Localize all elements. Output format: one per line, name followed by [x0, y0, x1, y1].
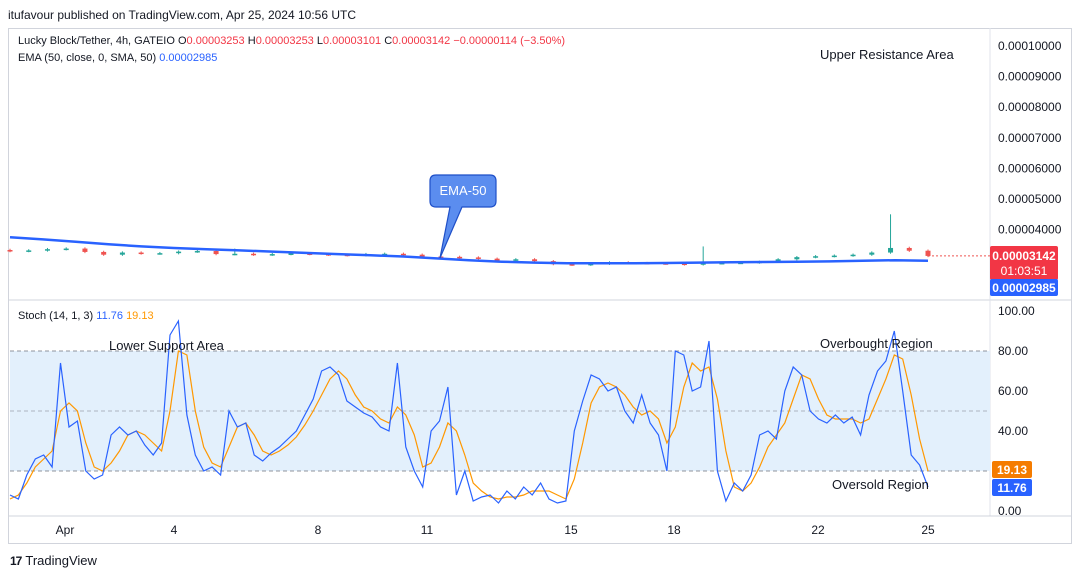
countdown-badge-text: 01:03:51 — [1001, 264, 1048, 278]
low-label: L — [316, 35, 323, 47]
chart-frame — [8, 28, 1072, 544]
candle-body — [400, 253, 406, 256]
time-tick-label: 25 — [921, 523, 935, 537]
candle-body — [382, 253, 388, 256]
lower-support-label: Lower Support Area — [109, 338, 225, 353]
ema-label[interactable]: EMA (50, close, 0, SMA, 50) — [18, 52, 157, 64]
candle-body — [850, 254, 856, 257]
stoch-tick-label: 100.00 — [998, 304, 1035, 318]
candle-body — [101, 251, 107, 255]
stoch-label[interactable]: Stoch (14, 1, 3) — [18, 310, 94, 322]
candle-body — [513, 259, 519, 261]
stoch-d-value: 19.13 — [126, 310, 154, 322]
candle-body — [831, 255, 837, 258]
candle-body — [138, 252, 144, 255]
candle-body — [869, 252, 875, 255]
stoch-k-badge-text: 11.76 — [997, 481, 1027, 495]
oversold-label: Oversold Region — [832, 477, 929, 492]
candle-body — [569, 264, 575, 266]
candle-body — [681, 263, 687, 266]
stoch-tick-label: 40.00 — [998, 424, 1028, 438]
candle-body — [157, 253, 163, 255]
candle-body — [906, 247, 912, 251]
overbought-label: Overbought Region — [820, 336, 933, 351]
stoch-k-line — [9, 319, 929, 504]
candle-body — [719, 262, 725, 265]
candle-body — [194, 251, 200, 253]
price-tick-label: 0.00004000 — [998, 223, 1062, 237]
stoch-tick-label: 80.00 — [998, 344, 1028, 358]
candle-body — [888, 247, 894, 253]
time-tick-label: 18 — [667, 523, 681, 537]
high-label: H — [247, 35, 256, 47]
price-tick-label: 0.00008000 — [998, 100, 1062, 114]
candle-body — [63, 248, 69, 251]
candle-body — [775, 259, 781, 262]
stoch-k-badge — [992, 479, 1032, 496]
candle-body — [457, 256, 463, 259]
tradingview-logo-icon: 17 — [10, 553, 22, 568]
candle-body — [44, 249, 50, 251]
candle-body — [251, 253, 257, 256]
time-tick-label: 22 — [811, 523, 825, 537]
candle-body — [475, 257, 481, 259]
candle-body — [26, 250, 32, 252]
time-tick-label: Apr — [56, 523, 75, 537]
time-tick-label: 8 — [315, 523, 322, 537]
last-price-badge — [990, 246, 1058, 280]
candle-body — [119, 252, 125, 255]
tradingview-footer[interactable]: 17 TradingView — [10, 553, 97, 568]
time-tick-label: 15 — [564, 523, 578, 537]
price-tick-label: 0.00005000 — [998, 192, 1062, 206]
candle-body — [176, 251, 182, 254]
low-value: 0.00003101 — [323, 35, 382, 47]
candle-body — [813, 256, 819, 258]
stoch-k-value: 11.76 — [96, 310, 123, 322]
candle-body — [419, 254, 425, 257]
upper-resistance-label: Upper Resistance Area — [820, 47, 954, 62]
last-price-badge-text: 0.00003142 — [992, 249, 1056, 263]
high-value: 0.00003253 — [255, 35, 314, 47]
stoch-d-badge-text: 19.13 — [997, 463, 1027, 477]
stoch-legend: Stoch (14, 1, 3) 11.76 19.13 — [18, 310, 154, 322]
price-tick-label: 0.00007000 — [998, 131, 1062, 145]
candle-body — [700, 263, 706, 265]
ema-50-line — [9, 236, 929, 265]
close-label: C — [384, 35, 393, 47]
candle-body — [794, 257, 800, 260]
publisher-line: itufavour published on TradingView.com, … — [8, 8, 356, 22]
tradingview-brand: TradingView — [25, 553, 97, 568]
open-value: 0.00003253 — [186, 35, 245, 47]
ema-callout-text: EMA-50 — [440, 183, 487, 198]
ema-price-badge — [990, 279, 1058, 296]
change-value: −0.00000114 (−3.50%) — [453, 35, 566, 47]
stoch-tick-label: 60.00 — [998, 384, 1028, 398]
price-tick-label: 0.00006000 — [998, 161, 1062, 175]
candle-body — [288, 253, 294, 255]
time-tick-label: 11 — [421, 523, 434, 537]
candle-body — [532, 259, 538, 262]
time-tick-label: 4 — [171, 523, 178, 537]
candle-body — [588, 263, 594, 266]
price-tick-label: 0.00009000 — [998, 70, 1062, 84]
ema-price-badge-text: 0.00002985 — [992, 281, 1056, 295]
candle-body — [925, 250, 931, 256]
ohlc-legend: Lucky Block/Tether, 4h, GATEIO O0.000032… — [18, 35, 565, 47]
candle-body — [7, 250, 13, 252]
candle-body — [232, 253, 238, 256]
stoch-tick-label: 0.00 — [998, 504, 1022, 518]
stoch-d-badge — [992, 461, 1032, 478]
candle-body — [269, 254, 275, 256]
ema-value: 0.00002985 — [159, 52, 218, 64]
candle-body — [213, 251, 219, 255]
close-value: 0.00003142 — [392, 35, 451, 47]
symbol-label[interactable]: Lucky Block/Tether, 4h, GATEIO — [18, 35, 175, 47]
open-label: O — [177, 35, 187, 47]
price-tick-label: 0.00010000 — [998, 39, 1062, 53]
ema-callout-bubble — [429, 174, 497, 259]
ema-legend: EMA (50, close, 0, SMA, 50) 0.00002985 — [18, 52, 217, 64]
candle-body — [82, 248, 88, 252]
candle-body — [494, 258, 500, 261]
